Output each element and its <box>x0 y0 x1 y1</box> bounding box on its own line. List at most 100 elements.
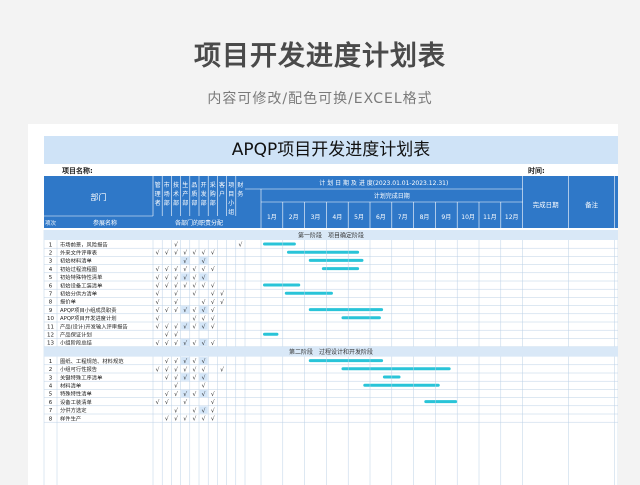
check-mark: √ <box>192 324 196 331</box>
check-mark: √ <box>174 250 178 257</box>
gantt-bar <box>341 367 451 371</box>
check-mark: √ <box>165 324 169 331</box>
row-number: 10 <box>47 316 54 322</box>
row-number: 11 <box>47 324 54 330</box>
month-label: 6月 <box>376 214 386 221</box>
check-mark: √ <box>165 283 169 290</box>
check-mark: √ <box>156 399 160 406</box>
phase-row <box>44 346 618 357</box>
check-mark: √ <box>165 332 169 339</box>
check-mark: √ <box>211 250 215 257</box>
check-mark: √ <box>211 291 215 298</box>
row-name: 外来文件评审表 <box>60 249 98 257</box>
gantt-bar <box>363 383 440 387</box>
check-mark: √ <box>174 383 178 390</box>
gantt-bar <box>263 283 301 287</box>
dept-name-9: 项 <box>228 182 234 189</box>
dept-name-4: 生 <box>182 181 188 189</box>
row-number: 4 <box>49 267 53 273</box>
check-cell-highlight <box>199 306 208 314</box>
check-mark: √ <box>183 391 187 398</box>
check-mark: √ <box>202 324 206 331</box>
check-mark: √ <box>165 340 169 347</box>
check-mark: √ <box>192 366 196 373</box>
spreadsheet-preview: APQP项目开发进度计划表 项目名称: 时间: 部门 管理者 市场部 技术部 生产部 品质… <box>28 124 618 485</box>
check-mark: √ <box>211 340 215 347</box>
check-mark: √ <box>192 358 196 365</box>
gantt-bar <box>284 291 333 295</box>
check-mark: √ <box>165 375 169 382</box>
check-cell-highlight <box>181 256 190 265</box>
row-name: APQP项目小组成员职责 <box>60 306 117 314</box>
row-name: 设备工装清单 <box>60 398 92 406</box>
row-name: 初始材料清单 <box>60 257 92 265</box>
check-mark: √ <box>183 266 187 273</box>
project-name-label: 项目名称: <box>62 167 93 175</box>
dept-name-7: 部 <box>210 199 216 207</box>
dept-name-5: 质 <box>191 190 197 198</box>
row-name: 样件生产 <box>60 414 81 422</box>
check-mark: √ <box>156 274 160 281</box>
check-cell-highlight <box>199 373 208 381</box>
row-number: 3 <box>49 375 53 381</box>
check-mark: √ <box>156 250 160 257</box>
gantt-bar <box>286 250 360 254</box>
check-mark: √ <box>192 416 196 423</box>
month-label: 1月 <box>267 214 277 221</box>
check-mark: √ <box>192 340 196 347</box>
row-number: 12 <box>47 333 54 339</box>
check-mark: √ <box>174 391 178 398</box>
dept-name-8: 客 <box>219 181 225 189</box>
row-name: 初始特殊特性清单 <box>60 273 103 281</box>
row-name: 产品保证计划 <box>60 331 92 339</box>
check-mark: √ <box>156 307 160 314</box>
gantt-bar <box>263 242 296 246</box>
dept-name-6: 开 <box>201 182 207 189</box>
row-number: 6 <box>49 283 53 289</box>
check-mark: √ <box>174 358 178 365</box>
check-mark: √ <box>165 416 169 423</box>
check-mark: √ <box>156 266 160 273</box>
check-cell-highlight <box>181 389 190 398</box>
check-mark: √ <box>174 375 178 382</box>
row-number: 5 <box>49 392 53 398</box>
check-mark: √ <box>156 315 160 322</box>
check-mark: √ <box>211 299 215 306</box>
row-number: 8 <box>49 416 53 422</box>
check-mark: √ <box>211 307 215 314</box>
month-label: 3月 <box>311 214 321 221</box>
remark-header: 备注 <box>585 200 599 209</box>
row-number: 8 <box>49 300 53 306</box>
row-number: 7 <box>49 408 53 414</box>
check-mark: √ <box>165 358 169 365</box>
check-mark: √ <box>211 324 215 331</box>
check-mark: √ <box>165 399 169 406</box>
check-mark: √ <box>183 250 187 257</box>
check-mark: √ <box>183 358 187 365</box>
month-label: 4月 <box>332 214 342 221</box>
row-name: 材料清单 <box>60 382 82 390</box>
check-mark: √ <box>211 399 215 406</box>
dept-name-9: 组 <box>228 208 234 216</box>
row-name: 图纸、工程规范、材料规范 <box>60 357 124 365</box>
check-mark: √ <box>202 250 206 257</box>
check-mark: √ <box>174 283 178 290</box>
month-label: 2月 <box>289 214 299 221</box>
check-mark: √ <box>202 274 206 281</box>
row-number: 9 <box>49 308 53 314</box>
check-mark: √ <box>183 340 187 347</box>
check-mark: √ <box>165 274 169 281</box>
page-title: 项目开发进度计划表 <box>194 41 446 72</box>
check-mark: √ <box>202 358 206 365</box>
check-mark: √ <box>174 274 178 281</box>
check-mark: √ <box>165 366 169 373</box>
check-cell-highlight <box>181 273 190 281</box>
month-label: 10月 <box>461 214 475 221</box>
dept-name-3: 部 <box>173 199 179 207</box>
check-mark: √ <box>192 291 196 298</box>
gantt-bar <box>263 332 279 336</box>
dept-name-7: 采 <box>210 181 216 189</box>
check-mark: √ <box>202 375 206 382</box>
check-cell-highlight <box>199 389 208 398</box>
check-mark: √ <box>192 375 196 382</box>
